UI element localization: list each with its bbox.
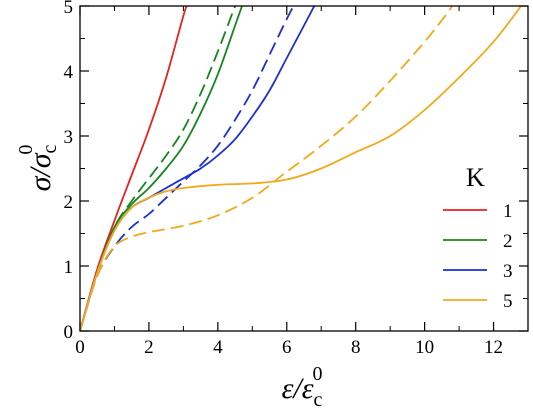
legend-label-k5: 5 <box>503 291 513 312</box>
x-axis-label-main: ε/ε <box>282 372 314 405</box>
x-axis-label-sub: c <box>314 389 323 411</box>
legend-title: K <box>466 163 485 192</box>
y-tick-label: 3 <box>64 127 74 148</box>
legend-label-k1: 1 <box>503 201 513 222</box>
y-tick-label: 1 <box>64 257 74 278</box>
y-tick-label: 2 <box>64 192 74 213</box>
x-tick-label: 12 <box>484 337 503 358</box>
y-axis-label-sup: 0 <box>15 145 37 155</box>
axis-ticks <box>79 5 529 332</box>
series-line-k2-solid <box>80 6 243 331</box>
x-axis-label: ε/εc 0 <box>282 363 323 411</box>
x-tick-label: 0 <box>75 337 85 358</box>
svg-text:σ/σc0: σ/σc0 <box>15 144 61 191</box>
y-axis-label: σ/σc0 <box>15 144 61 191</box>
series-line-k3-dashed <box>80 6 295 331</box>
x-tick-label: 2 <box>144 337 154 358</box>
legend-label-k3: 3 <box>503 261 513 282</box>
y-tick-label: 4 <box>64 62 74 83</box>
x-tick-label: 10 <box>415 337 434 358</box>
y-tick-label: 5 <box>64 0 74 18</box>
series-layer <box>80 6 522 331</box>
series-line-k1-solid <box>80 6 188 331</box>
x-tick-label: 8 <box>351 337 361 358</box>
x-tick-label: 6 <box>282 337 292 358</box>
series-line-k5-solid <box>80 6 522 331</box>
series-line-k3-solid <box>80 6 316 331</box>
svg-text:ε/εc0: ε/εc 0 <box>282 363 323 411</box>
y-axis-label-sub: c <box>39 144 61 153</box>
series-line-k5-dashed <box>80 6 453 331</box>
legend-label-k2: 2 <box>503 231 513 252</box>
y-axis-label-main: σ/σ <box>24 152 57 191</box>
x-tick-label: 4 <box>213 337 223 358</box>
y-tick-label: 0 <box>64 322 74 343</box>
plot-frame <box>79 5 529 332</box>
legend: K 1 2 3 5 <box>443 163 513 312</box>
series-line-k2-dashed <box>80 6 236 331</box>
x-axis-label-sup: 0 <box>312 363 322 385</box>
